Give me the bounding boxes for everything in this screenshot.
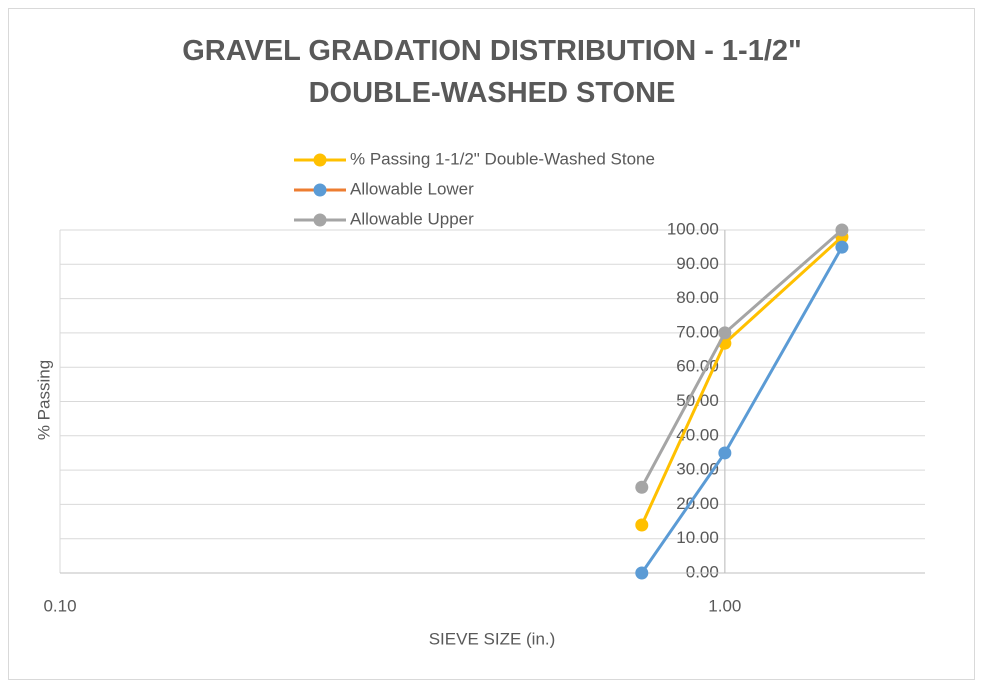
y-axis-label: % Passing <box>34 360 53 440</box>
y-tick-label: 100.00 <box>667 219 719 238</box>
data-point <box>635 566 649 580</box>
legend-marker <box>313 213 327 227</box>
chart-title: GRAVEL GRADATION DISTRIBUTION - 1-1/2" D… <box>182 35 802 109</box>
x-tick-label: 1.00 <box>708 596 741 615</box>
data-point <box>835 223 849 237</box>
y-tick-label: 40.00 <box>676 425 719 444</box>
y-tick-label: 10.00 <box>676 528 719 547</box>
y-tick-label: 0.00 <box>686 562 719 581</box>
y-tick-label: 70.00 <box>676 322 719 341</box>
chart-border <box>8 8 975 680</box>
data-point <box>718 446 732 460</box>
legend-label: % Passing 1-1/2" Double-Washed Stone <box>350 149 655 168</box>
x-tick-label: 0.10 <box>43 596 76 615</box>
y-tick-label: 20.00 <box>676 494 719 513</box>
data-point <box>635 518 649 532</box>
y-tick-label: 80.00 <box>676 288 719 307</box>
legend-marker <box>313 183 327 197</box>
x-axis-label: SIEVE SIZE (in.) <box>429 629 556 648</box>
legend-label: Allowable Upper <box>350 209 474 228</box>
data-point <box>835 240 849 254</box>
data-point <box>718 326 732 340</box>
y-tick-label: 90.00 <box>676 254 719 273</box>
y-tick-label: 30.00 <box>676 460 719 479</box>
data-point <box>635 480 649 494</box>
legend-label: Allowable Lower <box>350 179 474 198</box>
legend-marker <box>313 153 327 167</box>
